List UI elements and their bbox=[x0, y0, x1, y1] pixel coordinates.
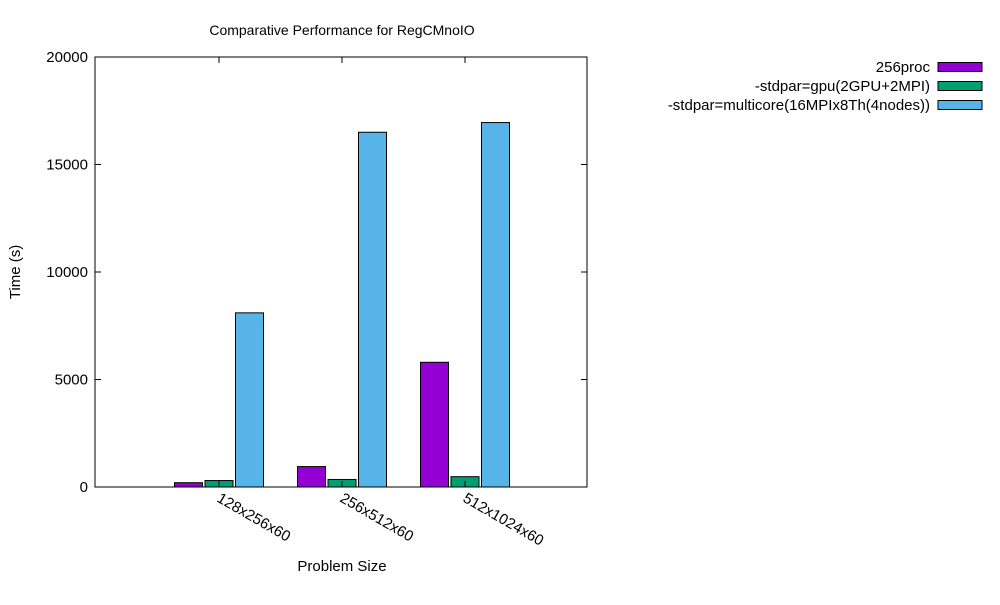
bar bbox=[481, 122, 510, 488]
x-tick-label: 512x1024x60 bbox=[460, 490, 547, 550]
legend-swatch bbox=[937, 62, 983, 72]
legend-label: -stdpar=multicore(16MPIx8Th(4nodes)) bbox=[668, 97, 930, 114]
bars-layer bbox=[174, 122, 510, 488]
legend-swatch bbox=[937, 81, 983, 91]
y-tick-label: 10000 bbox=[46, 264, 88, 281]
bar bbox=[420, 361, 449, 488]
bar bbox=[235, 312, 264, 488]
legend-label: -stdpar=gpu(2GPU+2MPI) bbox=[755, 78, 930, 95]
legend-label: 256proc bbox=[876, 59, 931, 76]
bar bbox=[358, 131, 387, 488]
y-tick-label: 0 bbox=[80, 479, 88, 496]
plot-frame bbox=[94, 56, 588, 488]
y-tick-label: 5000 bbox=[55, 372, 88, 389]
y-tick-label: 15000 bbox=[46, 157, 88, 174]
x-axis-label: Problem Size bbox=[297, 558, 386, 575]
legend-swatch bbox=[937, 100, 983, 110]
y-axis-label: Time (s) bbox=[7, 245, 24, 299]
x-tick-label: 256x512x60 bbox=[337, 490, 416, 546]
chart-title: Comparative Performance for RegCMnoIO bbox=[209, 22, 474, 38]
x-tick-label: 128x256x60 bbox=[214, 490, 293, 546]
bar bbox=[174, 482, 203, 488]
legend: 256proc -stdpar=gpu(2GPU+2MPI) -stdpar=mul… bbox=[668, 59, 983, 114]
y-tick-label: 20000 bbox=[46, 49, 88, 66]
bar bbox=[297, 466, 326, 488]
